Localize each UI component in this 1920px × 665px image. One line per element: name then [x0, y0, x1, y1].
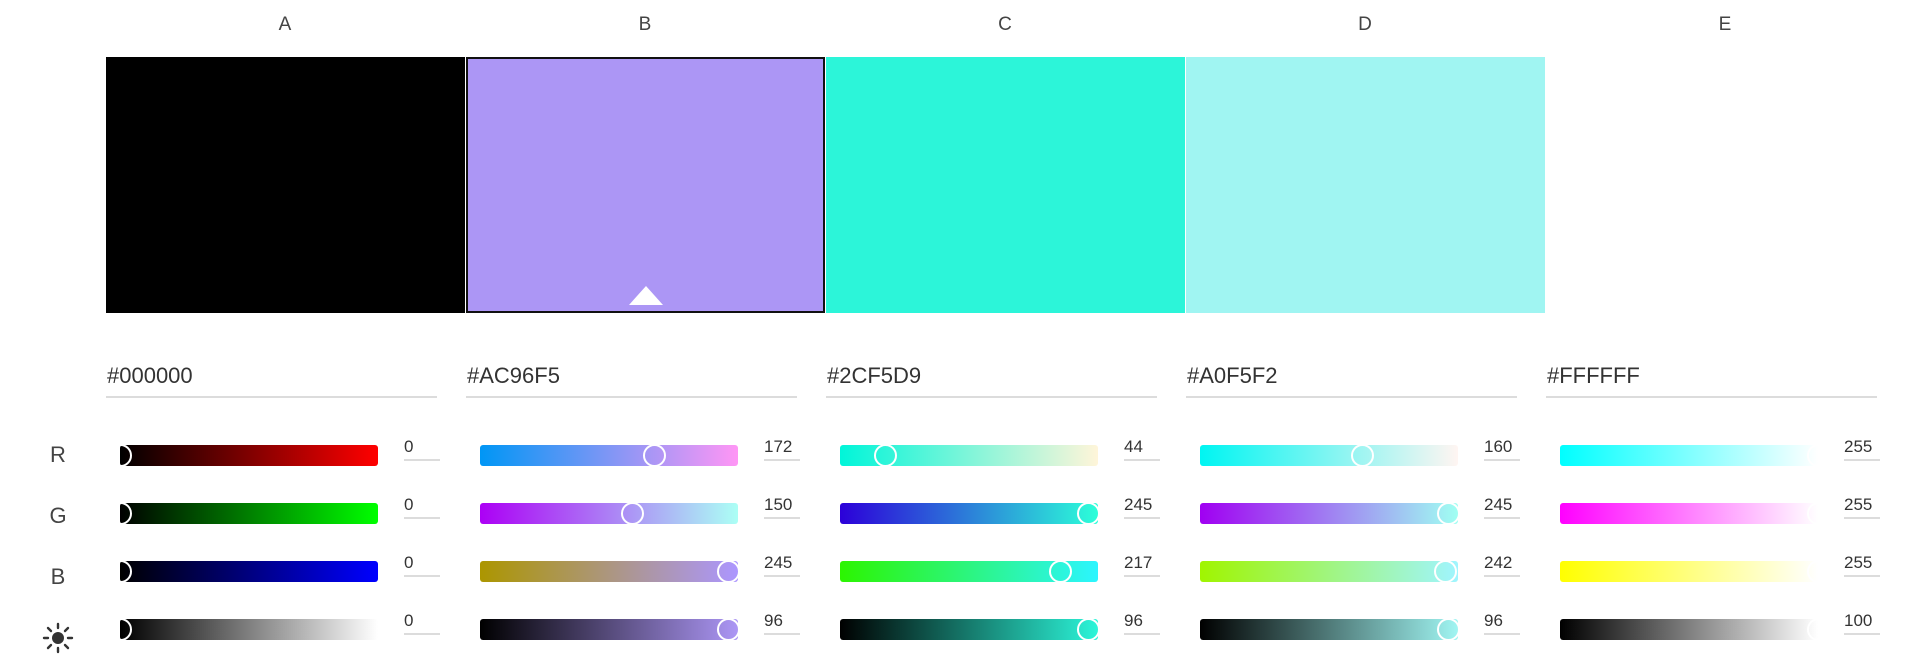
- brightness-slider-thumb-c[interactable]: [1076, 618, 1100, 641]
- green-value-b[interactable]: 150: [764, 495, 800, 519]
- blue-slider-a[interactable]: [109, 560, 378, 583]
- hex-input-d[interactable]: #A0F5F2: [1186, 362, 1517, 398]
- brightness-value-e[interactable]: 100: [1844, 611, 1880, 635]
- hex-input-c[interactable]: #2CF5D9: [826, 362, 1157, 398]
- green-slider-a[interactable]: [109, 502, 378, 525]
- brightness-value-b[interactable]: 96: [764, 611, 800, 635]
- blue-slider-thumb-e[interactable]: [1807, 560, 1830, 583]
- blue-value-d[interactable]: 242: [1484, 553, 1520, 577]
- row-label-green: G: [49, 503, 67, 528]
- blue-slider-b[interactable]: [480, 560, 740, 583]
- brightness-value-c[interactable]: 96: [1124, 611, 1160, 635]
- swatch-e[interactable]: [1546, 57, 1905, 313]
- red-slider-d[interactable]: [1200, 444, 1458, 467]
- green-slider-thumb-b[interactable]: [620, 502, 644, 525]
- brightness-slider-e[interactable]: [1560, 618, 1830, 641]
- swatch-c[interactable]: [826, 57, 1185, 313]
- blue-slider-c[interactable]: [840, 560, 1098, 583]
- column-label-e: E: [1718, 14, 1732, 35]
- hex-input-b[interactable]: #AC96F5: [466, 362, 797, 398]
- blue-slider-d[interactable]: [1200, 560, 1458, 583]
- blue-value-c[interactable]: 217: [1124, 553, 1160, 577]
- green-slider-b[interactable]: [480, 502, 738, 525]
- red-value-e[interactable]: 255: [1844, 437, 1880, 461]
- blue-slider-thumb-a[interactable]: [109, 560, 132, 583]
- red-slider-e[interactable]: [1560, 444, 1830, 467]
- green-slider-thumb-c[interactable]: [1076, 502, 1100, 525]
- brightness-slider-thumb-b[interactable]: [716, 618, 740, 641]
- green-value-c[interactable]: 245: [1124, 495, 1160, 519]
- row-label-red: R: [50, 442, 66, 467]
- green-value-d[interactable]: 245: [1484, 495, 1520, 519]
- brightness-slider-b[interactable]: [480, 618, 740, 641]
- column-label-a: A: [278, 14, 292, 35]
- column-label-c: C: [998, 14, 1012, 35]
- blue-slider-thumb-c[interactable]: [1048, 560, 1072, 583]
- red-slider-b[interactable]: [480, 444, 738, 467]
- brightness-slider-thumb-d[interactable]: [1436, 618, 1460, 641]
- blue-slider-thumb-b[interactable]: [716, 560, 740, 583]
- column-label-b: B: [638, 14, 652, 35]
- blue-value-a[interactable]: 0: [404, 553, 440, 577]
- brightness-slider-c[interactable]: [840, 618, 1100, 641]
- green-slider-thumb-a[interactable]: [109, 502, 132, 525]
- swatch-b[interactable]: [466, 57, 825, 313]
- red-slider-thumb-d[interactable]: [1350, 444, 1374, 467]
- green-slider-thumb-d[interactable]: [1436, 502, 1460, 525]
- blue-value-b[interactable]: 245: [764, 553, 800, 577]
- red-slider-thumb-c[interactable]: [873, 444, 897, 467]
- hex-input-a[interactable]: #000000: [106, 362, 437, 398]
- blue-slider-e[interactable]: [1560, 560, 1830, 583]
- blue-value-e[interactable]: 255: [1844, 553, 1880, 577]
- red-slider-a[interactable]: [109, 444, 378, 467]
- red-slider-c[interactable]: [840, 444, 1098, 467]
- green-slider-d[interactable]: [1200, 502, 1460, 525]
- green-value-e[interactable]: 255: [1844, 495, 1880, 519]
- brightness-slider-thumb-a[interactable]: [109, 618, 132, 641]
- green-slider-thumb-e[interactable]: [1807, 502, 1830, 525]
- green-slider-e[interactable]: [1560, 502, 1830, 525]
- red-value-d[interactable]: 160: [1484, 437, 1520, 461]
- column-label-d: D: [1358, 14, 1372, 35]
- brightness-slider-thumb-e[interactable]: [1807, 618, 1830, 641]
- brightness-value-a[interactable]: 0: [404, 611, 440, 635]
- selected-marker-icon: [628, 286, 663, 305]
- blue-slider-thumb-d[interactable]: [1433, 560, 1457, 583]
- red-value-c[interactable]: 44: [1124, 437, 1160, 461]
- row-label-blue: B: [50, 564, 66, 589]
- green-slider-c[interactable]: [840, 502, 1100, 525]
- brightness-slider-a[interactable]: [109, 618, 378, 641]
- brightness-slider-d[interactable]: [1200, 618, 1460, 641]
- swatch-a[interactable]: [106, 57, 465, 313]
- swatch-d[interactable]: [1186, 57, 1545, 313]
- red-slider-thumb-a[interactable]: [109, 444, 132, 467]
- hex-input-e[interactable]: #FFFFFF: [1546, 362, 1877, 398]
- sun-icon: [38, 622, 78, 654]
- red-value-b[interactable]: 172: [764, 437, 800, 461]
- green-value-a[interactable]: 0: [404, 495, 440, 519]
- red-slider-thumb-b[interactable]: [643, 444, 667, 467]
- red-slider-thumb-e[interactable]: [1807, 444, 1830, 467]
- brightness-value-d[interactable]: 96: [1484, 611, 1520, 635]
- red-value-a[interactable]: 0: [404, 437, 440, 461]
